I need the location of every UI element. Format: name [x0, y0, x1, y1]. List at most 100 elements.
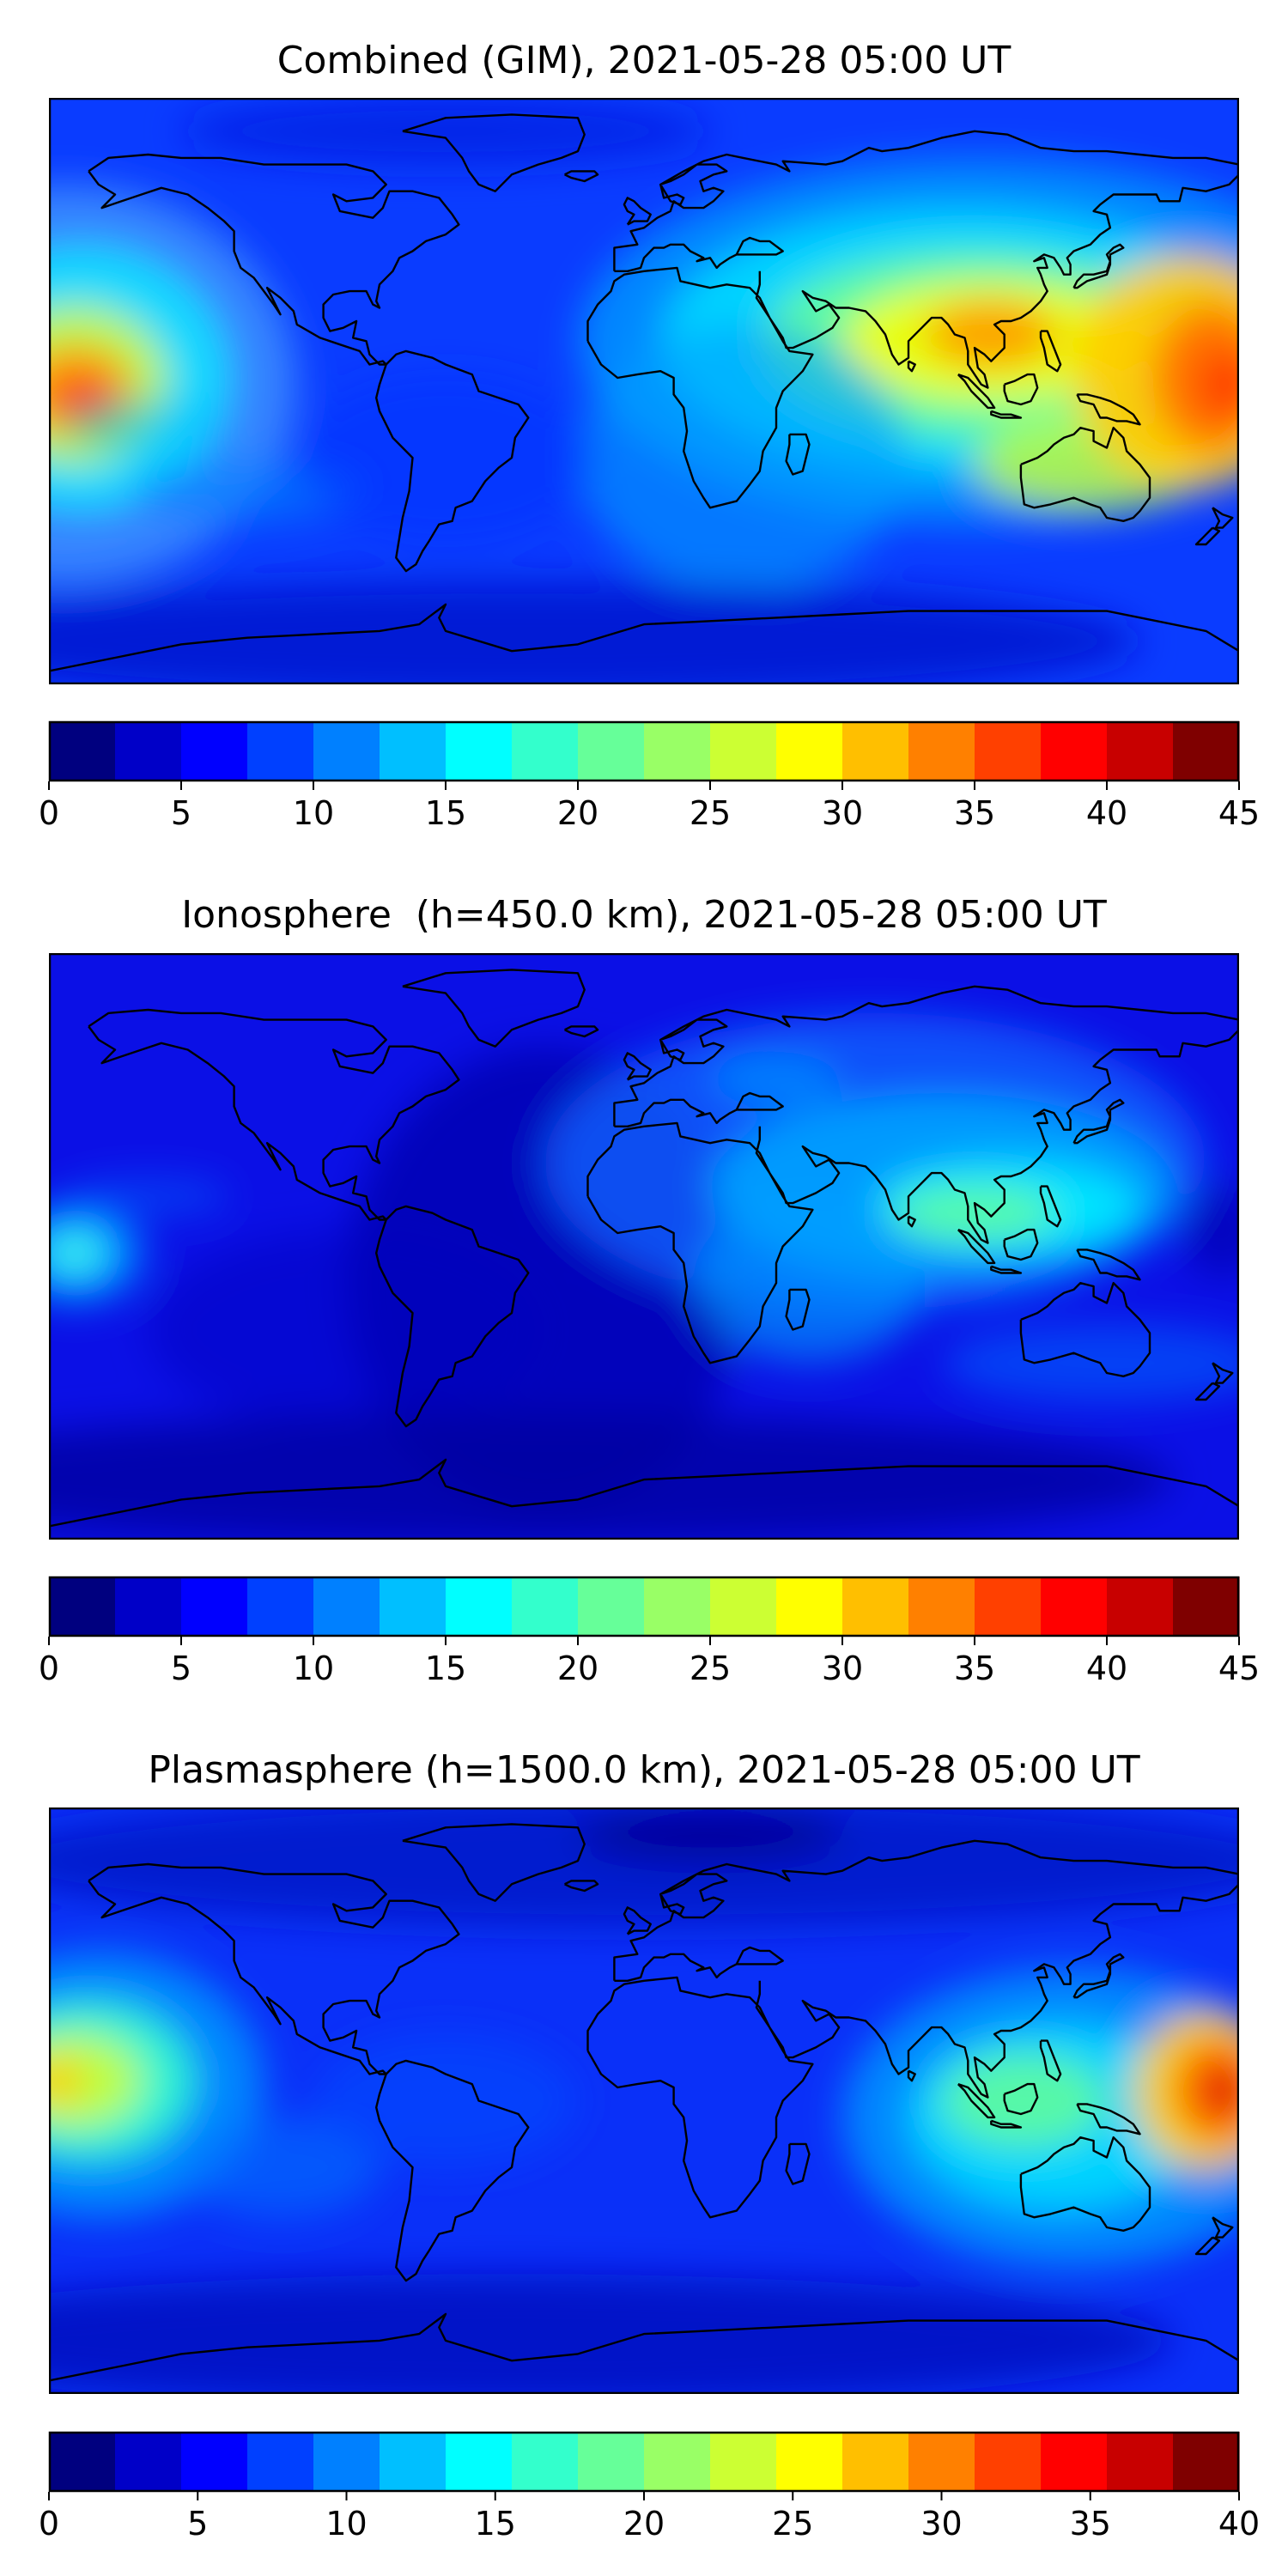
colorbar-tick-label: 0	[39, 794, 59, 832]
colorbar-segment	[247, 1577, 314, 1637]
colorbar-segment	[1173, 721, 1240, 781]
tec-contour-region	[49, 2033, 142, 2128]
tec-contour-region	[1206, 2070, 1239, 2111]
colorbar-segment	[975, 2432, 1042, 2492]
map-frame	[49, 98, 1239, 684]
colorbar-segment	[1173, 2432, 1240, 2492]
colorbar-tick-label: 25	[772, 2505, 813, 2543]
tec-contour-region	[58, 1242, 93, 1263]
coastlines	[49, 113, 1239, 672]
colorbar-segment	[49, 2432, 116, 2492]
coastlines	[49, 969, 1239, 1528]
colorbar-segment	[1041, 1577, 1108, 1637]
colorbar-tick-label: 35	[954, 1649, 995, 1687]
colorbar-segment	[380, 721, 447, 781]
tec-contour-region	[296, 374, 595, 542]
tec-contour-region	[49, 2054, 82, 2108]
colorbar-segment	[975, 1577, 1042, 1637]
tec-contour-region	[891, 1186, 1058, 1240]
colorbar-tick-label: 35	[1070, 2505, 1111, 2543]
colorbar-segment	[1107, 2432, 1174, 2492]
tec-contour-region	[313, 2033, 578, 2168]
tec-contour-region	[65, 1176, 231, 1217]
tec-contour-region	[693, 1196, 926, 1364]
colorbar-segment	[115, 2432, 182, 2492]
colorbar-tick-label: 5	[187, 2505, 208, 2543]
colorbar-segment	[313, 2432, 380, 2492]
tec-contour-region	[181, 2117, 380, 2218]
map-frame	[49, 1807, 1239, 2394]
panel-title: Plasmasphere (h=1500.0 km), 2021-05-28 0…	[148, 1748, 1140, 1792]
colorbar-segment	[710, 2432, 777, 2492]
colorbar-segment	[776, 1577, 843, 1637]
colorbar-segment	[313, 721, 380, 781]
colorbar-frame	[48, 720, 1240, 782]
colorbar-tick-label: 20	[557, 794, 598, 832]
tec-map	[49, 953, 1239, 1540]
colorbar-segment	[1107, 1577, 1174, 1637]
colorbar-segment	[446, 721, 513, 781]
colorbar-segment	[842, 1577, 909, 1637]
colorbar-segment	[1041, 721, 1108, 781]
panel-title: Combined (GIM), 2021-05-28 05:00 UT	[276, 39, 1012, 82]
tec-contour-region	[49, 1807, 1239, 1928]
coastlines	[49, 1823, 1239, 2382]
colorbar-tick-label: 10	[293, 794, 334, 832]
colorbar-tick-label: 40	[1218, 2505, 1260, 2543]
colorbar-tick-label: 30	[822, 794, 863, 832]
tec-contour-region	[578, 324, 908, 592]
colorbar-tick-label: 5	[171, 1649, 191, 1687]
tec-contour-region	[578, 1807, 842, 1862]
colorbar-tick-label: 0	[39, 1649, 59, 1687]
colorbar-frame	[48, 1576, 1240, 1637]
colorbar: 0 5 10 15 20 25 30 35 40	[39, 2431, 1260, 2543]
colorbar-segment	[49, 1577, 116, 1637]
panel-title: Ionosphere (h=450.0 km), 2021-05-28 05:0…	[181, 893, 1107, 937]
tec-contour-region	[65, 398, 231, 452]
colorbar-segment	[1173, 1577, 1240, 1637]
colorbar-segment	[776, 721, 843, 781]
colorbar-tick-label: 5	[171, 794, 191, 832]
colorbar-tick-label: 20	[623, 2505, 665, 2543]
colorbar-segment	[644, 2432, 711, 2492]
tec-contour-region	[1182, 1182, 1239, 1277]
colorbar-segment	[1107, 721, 1174, 781]
colorbar-frame	[48, 2431, 1240, 2493]
tec-field	[49, 1807, 1239, 2394]
panel-combined: Combined (GIM), 2021-05-28 05:00 UT 0 5 10…	[0, 0, 1288, 859]
tec-contour-region	[1199, 350, 1239, 418]
panel-ionosphere: Ionosphere (h=450.0 km), 2021-05-28 05:0…	[39, 893, 1260, 1687]
colorbar-tick-label: 20	[557, 1649, 598, 1687]
tec-contour-region	[148, 1230, 545, 1430]
tec-field	[49, 1012, 1239, 1540]
tec-contour-region	[49, 2274, 1173, 2394]
colorbar-segment	[181, 2432, 248, 2492]
colorbar-segment	[578, 2432, 645, 2492]
colorbar-tick-label: 15	[475, 2505, 516, 2543]
colorbar-tick-label: 15	[425, 794, 466, 832]
colorbar-segment	[908, 721, 975, 781]
colorbar-segment	[975, 721, 1042, 781]
colorbar-segment	[313, 1577, 380, 1637]
colorbar-segment	[644, 721, 711, 781]
colorbar-segment	[578, 721, 645, 781]
tec-contour-region	[925, 301, 1058, 368]
colorbar-segment	[380, 2432, 447, 2492]
colorbar-tick-label: 30	[822, 1649, 863, 1687]
colorbar-segment	[49, 721, 116, 781]
colorbar-segment	[512, 721, 579, 781]
colorbar-segment	[512, 1577, 579, 1637]
colorbar-tick-label: 25	[690, 794, 731, 832]
colorbar-segment	[578, 1577, 645, 1637]
colorbar-segment	[181, 721, 248, 781]
tec-map	[49, 1807, 1239, 2394]
colorbar-tick-label: 10	[293, 1649, 334, 1687]
tec-contour-region	[49, 580, 1140, 684]
colorbar-segment	[247, 721, 314, 781]
colorbar-tick-label: 40	[1086, 794, 1127, 832]
colorbar-tick-label: 25	[690, 1649, 731, 1687]
tec-contour-region	[49, 1413, 1173, 1540]
tec-contour-region	[941, 2054, 1107, 2148]
colorbar-segment	[380, 1577, 447, 1637]
